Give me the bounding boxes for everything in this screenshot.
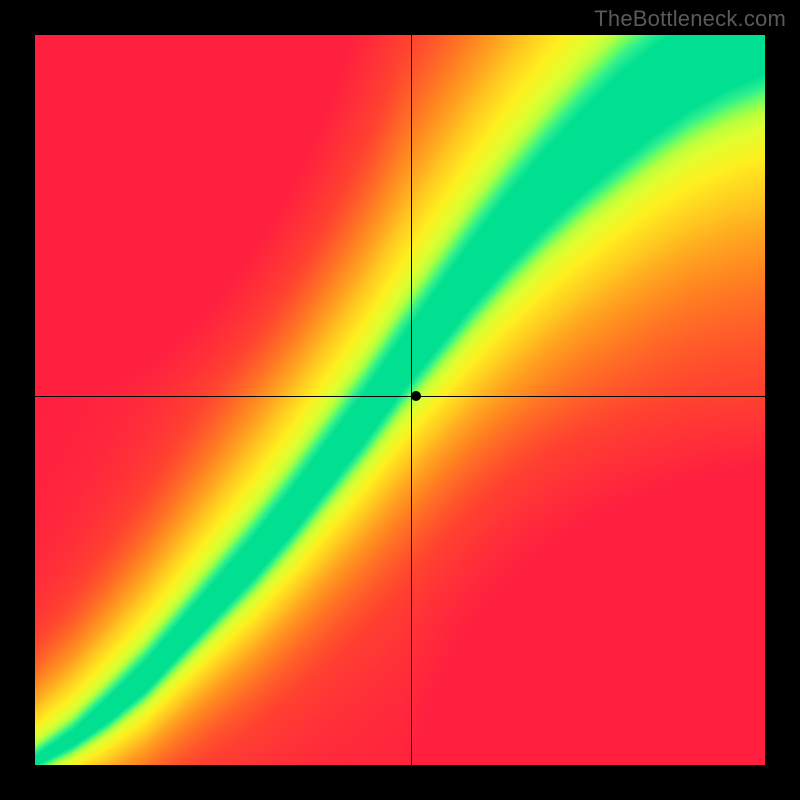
chart-container: TheBottleneck.com <box>0 0 800 800</box>
heatmap-canvas <box>35 35 765 765</box>
plot-area <box>35 35 765 765</box>
watermark-text: TheBottleneck.com <box>594 6 786 32</box>
crosshair-horizontal <box>35 396 765 397</box>
marker-dot <box>411 391 421 401</box>
